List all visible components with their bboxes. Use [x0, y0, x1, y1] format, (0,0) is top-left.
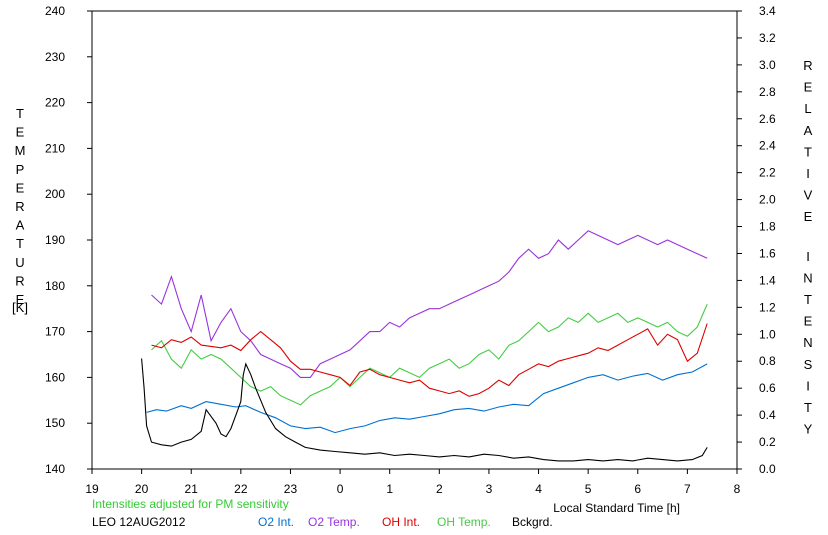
x-tick-label: 6: [634, 482, 641, 496]
x-tick-label: 21: [185, 482, 199, 496]
right-title-letter: I: [806, 249, 810, 264]
right-tick-label: 2.0: [759, 193, 776, 207]
x-tick-label: 4: [535, 482, 542, 496]
right-title-letter: T: [804, 144, 812, 159]
left-title-letter: T: [16, 236, 24, 251]
right-tick-label: 3.0: [759, 58, 776, 72]
note-text: Intensities adjusted for PM sensitivity: [92, 497, 289, 511]
right-tick-label: 3.4: [759, 4, 776, 18]
x-tick-label: 1: [386, 482, 393, 496]
left-tick-label: 220: [45, 96, 65, 110]
x-tick-marks: 19 20 21 22 23 0 1 2 3 4 5 6 7 8: [85, 469, 741, 496]
right-title-letter: I: [806, 378, 810, 393]
series-line-o2-temp: [151, 230, 708, 378]
right-title-letter: A: [804, 123, 813, 138]
x-tick-label: 7: [684, 482, 691, 496]
series-line-oh-temp: [151, 303, 708, 406]
left-title-letter: A: [16, 218, 25, 233]
legend-item: Bckgrd.: [512, 515, 553, 529]
site-date-label: LEO 12AUG2012: [92, 515, 186, 529]
left-title-letter: E: [16, 125, 25, 140]
right-title-letter: I: [806, 166, 810, 181]
left-title-letter: E: [16, 180, 25, 195]
right-tick-label: 1.8: [759, 220, 776, 234]
right-title-letter: V: [804, 188, 813, 203]
left-axis-unit: [K]: [12, 300, 28, 315]
right-tick-label: 1.0: [759, 327, 776, 341]
right-title-letter: Y: [804, 422, 813, 437]
left-tick-label: 230: [45, 50, 65, 64]
x-tick-label: 5: [585, 482, 592, 496]
right-tick-label: 2.6: [759, 112, 776, 126]
legend-item: OH Temp.: [437, 515, 491, 529]
right-title-letter: E: [804, 314, 813, 329]
left-axis-ticks: 140 150 160 170 180 190 200 210 220 230 240: [45, 4, 92, 476]
left-tick-label: 160: [45, 370, 65, 384]
left-title-letter: P: [16, 162, 25, 177]
right-title-letter: N: [803, 335, 812, 350]
x-tick-label: 8: [734, 482, 741, 496]
legend-item: OH Int.: [382, 515, 420, 529]
right-title-letter: T: [804, 400, 812, 415]
right-tick-label: 3.2: [759, 31, 776, 45]
x-tick-label: 19: [85, 482, 99, 496]
left-tick-label: 180: [45, 279, 65, 293]
right-tick-label: 2.4: [759, 139, 776, 153]
plot-frame: [91, 10, 738, 470]
right-title-letter: T: [804, 292, 812, 307]
x-tick-label: 2: [436, 482, 443, 496]
left-tick-label: 210: [45, 141, 65, 155]
x-tick-label: 23: [284, 482, 298, 496]
right-tick-label: 1.2: [759, 300, 776, 314]
left-tick-label: 150: [45, 416, 65, 430]
left-title-letter: E: [16, 292, 25, 307]
right-tick-label: 2.2: [759, 166, 776, 180]
right-tick-label: 0.0: [759, 462, 776, 476]
series-line-bckgrd: [141, 358, 708, 462]
left-tick-label: 170: [45, 325, 65, 339]
right-tick-label: 0.2: [759, 435, 776, 449]
left-tick-label: 240: [45, 4, 65, 18]
left-title-letter: T: [16, 106, 24, 121]
right-title-letter: R: [803, 58, 812, 73]
right-axis-ticks: 0.0 0.2 0.4 0.6 0.8 1.0 1.2 1.4 1.6 1.8 2.0 2.2 2.4 2…: [737, 4, 776, 476]
series-layer: [141, 230, 708, 462]
right-title-letter: E: [804, 209, 813, 224]
right-tick-label: 0.8: [759, 354, 776, 368]
x-axis-label: Local Standard Time [h]: [553, 501, 680, 515]
right-tick-label: 0.6: [759, 381, 776, 395]
x-tick-label: 3: [486, 482, 493, 496]
x-tick-label: 22: [234, 482, 248, 496]
series-line-oh-int: [151, 323, 708, 397]
x-tick-label: 20: [135, 482, 149, 496]
right-title-letter: N: [803, 270, 812, 285]
left-title-letter: M: [15, 143, 26, 158]
left-tick-label: 200: [45, 187, 65, 201]
left-tick-label: 140: [45, 462, 65, 476]
legend-item: O2 Temp.: [308, 515, 360, 529]
legend-item: O2 Int.: [258, 515, 294, 529]
legend: O2 Int. O2 Temp. OH Int. OH Temp. Bckgrd.: [258, 515, 553, 529]
right-title-letter: E: [804, 80, 813, 95]
left-tick-label: 190: [45, 233, 65, 247]
right-tick-label: 0.4: [759, 408, 776, 422]
right-tick-label: 1.4: [759, 273, 776, 287]
x-tick-label: 0: [337, 482, 344, 496]
right-title-letter: L: [804, 101, 811, 116]
right-tick-label: 1.6: [759, 246, 776, 260]
right-tick-label: 2.8: [759, 85, 776, 99]
series-line-o2-int: [146, 363, 708, 434]
left-title-letter: R: [15, 199, 24, 214]
left-title-letter: U: [15, 255, 24, 270]
right-title-letter: S: [804, 357, 813, 372]
left-title-letter: R: [15, 273, 24, 288]
